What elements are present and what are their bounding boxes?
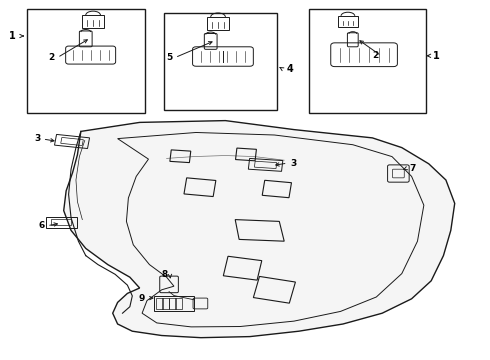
Text: 9: 9 (139, 294, 145, 302)
Bar (27, 9, 145, 113)
Text: 5: 5 (166, 53, 172, 62)
Text: 1: 1 (433, 51, 440, 61)
Polygon shape (64, 121, 455, 338)
Text: 3: 3 (34, 134, 40, 143)
Text: 1: 1 (9, 31, 16, 41)
Text: 8: 8 (161, 270, 168, 279)
Text: 3: 3 (290, 158, 296, 167)
Text: 6: 6 (38, 221, 45, 230)
Bar (164, 13, 277, 110)
Text: 4: 4 (287, 64, 294, 74)
Text: 2: 2 (372, 51, 379, 60)
Text: 7: 7 (410, 163, 416, 172)
Text: 2: 2 (49, 53, 55, 62)
Bar (309, 9, 426, 113)
